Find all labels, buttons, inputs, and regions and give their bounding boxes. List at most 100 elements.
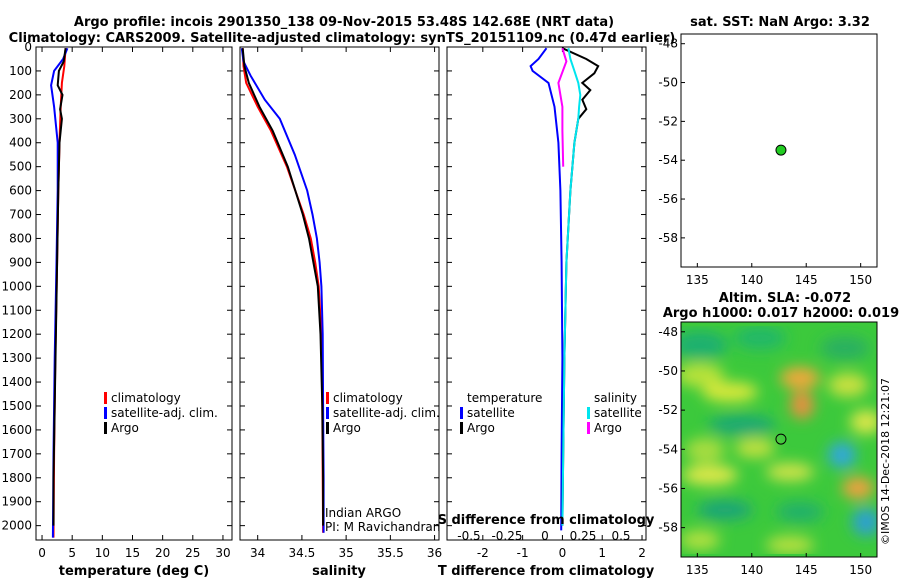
pressure-tick-label: 1600 [1,423,32,437]
salinity-plot-frame [239,46,440,541]
difference-series-s-satellite [561,48,582,526]
sst_map-ytick-label: -48 [658,37,678,51]
pressure-tick-label: 1100 [1,303,32,317]
salinity-series-argo [241,48,325,526]
temperature-xtick-label: 0 [38,546,46,560]
sst_map-ytick-label: -56 [658,192,678,206]
sla_map-ytick-label: -54 [658,442,678,456]
temperature-plot-frame [35,46,233,541]
difference-temperature-legend-swatch [460,422,463,434]
difference-axis-label: T difference from climatology [438,564,655,579]
temperature-xtick-label: 25 [185,546,200,560]
salinity-series-climatology [241,48,325,533]
pressure-tick-label: 600 [9,184,32,198]
difference-top-tick-label: 0.25 [570,529,597,543]
figure-title-line1: Argo profile: incois 2901350_138 09-Nov-… [74,15,614,30]
pressure-tick-label: 2000 [1,519,32,533]
difference-temperature-legend-label: satellite [467,406,515,420]
pressure-tick-label: 200 [9,88,32,102]
difference-salinity-legend-swatch [587,407,590,419]
imos-watermark: ©IMOS 14-Dec-2018 12:21:07 [879,378,892,545]
salinity-xtick-label: 34 [250,546,265,560]
difference-salinity-legend-label: salinity [594,391,637,405]
figure-title-line2: Climatology: CARS2009. Satellite-adjuste… [9,31,676,46]
pressure-tick-label: 1500 [1,399,32,413]
pressure-tick-label: 1700 [1,447,32,461]
sla_map-ytick-label: -56 [658,481,678,495]
sst_map-ytick-label: -54 [658,153,678,167]
difference-salinity-legend-swatch [587,422,590,434]
sst_map-argo-location-marker [775,144,787,156]
sst-map-frame [680,33,878,268]
sla-heatmap [681,322,877,557]
difference-temperature-legend-label: temperature [467,391,542,405]
sla_map-xtick-label: 135 [686,563,709,577]
difference-series-t-satellite [529,47,564,531]
sla-map-frame [680,321,878,558]
salinity-legend-swatch [326,407,329,419]
difference-top-tick-label: 0.5 [611,529,630,543]
salinity-xtick-label: 34.5 [289,546,316,560]
pressure-tick-label: 1900 [1,495,32,509]
salinity-xtick-label: 35.5 [377,546,404,560]
sla_map-xtick-label: 140 [740,563,763,577]
pressure-tick-label: 1800 [1,471,32,485]
sla_map-ytick-label: -58 [658,521,678,535]
difference-temperature-legend-label: Argo [467,421,495,435]
salinity-legend-label: satellite-adj. clim. [333,406,440,420]
salinity-axis-label: salinity [312,564,366,579]
salinity-legend-swatch [326,422,329,434]
temperature-axis-label: temperature (deg C) [59,564,209,579]
difference-series-t-argo [561,47,600,526]
temperature-series-argo [52,48,67,526]
temperature-xtick-label: 15 [125,546,140,560]
salinity-legend-label: climatology [333,391,403,405]
difference-xtick-label: 1 [598,546,606,560]
sla-map-subtitle: Argo h1000: 0.017 h2000: 0.019 [663,306,899,321]
sla_map-ytick-label: -50 [658,364,678,378]
salinity-xtick-label: 35 [338,546,353,560]
pressure-tick-label: 400 [9,136,32,150]
pressure-tick-label: 1300 [1,351,32,365]
temperature-legend-swatch [104,392,107,404]
argo-program-label: Indian ARGO [325,506,401,520]
salinity-legend-label: Argo [333,421,361,435]
pressure-tick-label: 900 [9,255,32,269]
difference-xtick-label: -1 [517,546,529,560]
temperature-xtick-label: 30 [215,546,230,560]
temperature-legend-swatch [104,407,107,419]
temperature-legend-label: Argo [111,421,139,435]
sst_map-xtick-label: 140 [740,273,763,287]
difference-xtick-label: 0 [559,546,567,560]
temperature-legend-label: satellite-adj. clim. [111,406,218,420]
salinity-series-satellite-adj-clim- [240,48,325,533]
difference-plot-frame [446,46,647,541]
pressure-tick-label: 1200 [1,327,32,341]
sla_map-argo-location-marker [775,433,787,445]
difference-top-tick-label: 0 [541,529,549,543]
pressure-tick-label: 1000 [1,279,32,293]
sst_map-ytick-label: -50 [658,76,678,90]
pressure-tick-label: 100 [9,64,32,78]
sla-map-title: Altim. SLA: -0.072 [719,291,851,306]
pressure-tick-label: 1400 [1,375,32,389]
pressure-tick-label: 500 [9,160,32,174]
sla_map-xtick-label: 145 [795,563,818,577]
argo-pi-label: PI: M Ravichandran [325,520,440,534]
temperature-xtick-label: 5 [68,546,76,560]
sla_map-xtick-label: 150 [849,563,872,577]
difference-xtick-label: -2 [477,546,489,560]
sst_map-ytick-label: -58 [658,231,678,245]
pressure-tick-label: 800 [9,231,32,245]
temperature-xtick-label: 10 [95,546,110,560]
temperature-xtick-label: 20 [155,546,170,560]
difference-xtick-label: 2 [638,546,646,560]
difference-salinity-legend-label: satellite [594,406,642,420]
pressure-tick-label: 300 [9,112,32,126]
temperature-legend-swatch [104,422,107,434]
difference-salinity-legend-label: Argo [594,421,622,435]
difference-top-tick-label: -0.25 [491,529,522,543]
sst_map-xtick-label: 145 [795,273,818,287]
difference-temperature-legend-swatch [460,407,463,419]
